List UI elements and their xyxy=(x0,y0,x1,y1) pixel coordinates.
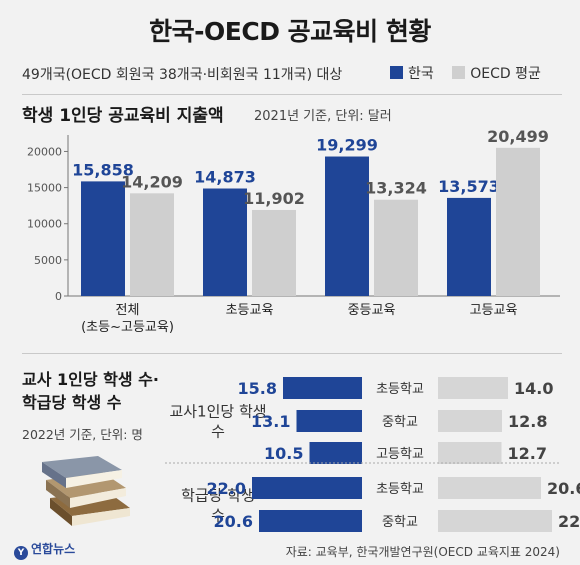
x-category-label: 전체 xyxy=(116,303,140,318)
bar-value-label-korea: 13,573 xyxy=(438,177,500,196)
bar-value-label-oecd: 20,499 xyxy=(487,127,549,146)
row-level-label: 초등학교 xyxy=(376,482,424,497)
row-bar-korea xyxy=(283,377,362,399)
x-category-label: 초등교육 xyxy=(226,303,274,318)
row-level-label: 고등학교 xyxy=(376,447,424,462)
row-bar-korea xyxy=(309,442,362,464)
chart-title: 한국-OECD 공교육비 현황 xyxy=(149,17,431,46)
row-value-oecd: 12.8 xyxy=(508,412,547,431)
group-label: 교사1인당 학생 xyxy=(169,403,266,421)
group-label: 수 xyxy=(211,507,225,525)
bar-oecd xyxy=(252,209,296,296)
logo-text: 연합뉴스 xyxy=(31,542,76,556)
bar-value-label-oecd: 13,324 xyxy=(365,179,427,198)
row-value-oecd: 12.7 xyxy=(508,444,547,463)
row-value-korea: 10.5 xyxy=(264,444,303,463)
books-illustration xyxy=(42,456,130,526)
row-value-korea: 20.6 xyxy=(214,512,253,531)
bar-oecd xyxy=(374,199,418,296)
group-label: 수 xyxy=(211,423,225,441)
bar-value-label-korea: 19,299 xyxy=(316,136,378,155)
y-tick-label: 10000 xyxy=(27,218,62,231)
y-tick-label: 20000 xyxy=(27,145,62,158)
bar-korea xyxy=(203,188,247,296)
scope-note: 49개국(OECD 회원국 38개국·비회원국 11개국) 대상 xyxy=(22,67,343,83)
book-top xyxy=(42,456,122,488)
bar-korea xyxy=(81,181,125,296)
row-value-korea: 15.8 xyxy=(238,379,277,398)
y-tick-label: 15000 xyxy=(27,182,62,195)
bar-korea xyxy=(325,156,369,296)
group-label: 학급당 학생 xyxy=(181,487,255,505)
divider-top xyxy=(22,94,562,95)
row-level-label: 중학교 xyxy=(382,415,418,430)
row-bar-oecd xyxy=(438,477,541,499)
source-note: 자료: 교육부, 한국개발연구원(OECD 교육지표 2024) xyxy=(285,545,560,559)
bar-value-label-oecd: 14,209 xyxy=(121,172,183,191)
section2-subtitle: 2022년 기준, 단위: 명 xyxy=(22,427,143,442)
section2-title: 교사 1인당 학생 수· 학급당 학생 수 xyxy=(22,368,159,414)
legend-swatch-korea xyxy=(390,66,403,79)
x-category-label: 중등교육 xyxy=(348,303,396,318)
row-value-oecd: 20.6 xyxy=(547,479,580,498)
row-value-korea: 22.0 xyxy=(207,479,246,498)
row-level-label: 중학교 xyxy=(382,515,418,530)
legend-item-korea: 한국 xyxy=(390,63,434,83)
bar-value-label-korea: 15,858 xyxy=(72,160,134,179)
row-value-korea: 13.1 xyxy=(251,412,290,431)
row-bar-oecd xyxy=(438,377,508,399)
legend-label-oecd: OECD 평균 xyxy=(470,66,541,82)
bar-oecd xyxy=(130,193,174,296)
row-bar-korea xyxy=(252,477,362,499)
row-value-oecd: 22.8 xyxy=(558,512,580,531)
logo-icon: Y xyxy=(14,546,28,560)
bar-oecd xyxy=(496,147,540,296)
legend-label-korea: 한국 xyxy=(408,66,434,82)
section2-title-line2: 학급당 학생 수 xyxy=(22,393,122,412)
publisher-logo: Y 연합뉴스 xyxy=(14,540,75,560)
legend: 한국 OECD 평균 xyxy=(390,63,555,83)
row-bar-oecd xyxy=(438,510,552,532)
section2-title-line1: 교사 1인당 학생 수· xyxy=(22,370,159,389)
legend-swatch-oecd xyxy=(452,66,466,79)
bar-value-label-korea: 14,873 xyxy=(194,168,256,187)
divider-middle xyxy=(22,353,562,354)
row-bar-oecd xyxy=(438,442,502,464)
row-level-label: 초등학교 xyxy=(376,382,424,397)
y-tick-label: 0 xyxy=(55,290,62,303)
x-category-label: (초등~고등교육) xyxy=(81,320,174,335)
y-tick-label: 5000 xyxy=(34,254,62,267)
row-bar-korea xyxy=(296,410,362,432)
x-category-label: 고등교육 xyxy=(470,303,518,318)
row-bar-oecd xyxy=(438,410,502,432)
row-bar-korea xyxy=(259,510,362,532)
bar-value-label-oecd: 11,902 xyxy=(243,189,305,208)
row-value-oecd: 14.0 xyxy=(514,379,553,398)
legend-item-oecd: OECD 평균 xyxy=(452,63,541,83)
section1-subtitle: 2021년 기준, 단위: 달러 xyxy=(254,109,392,124)
section1-title: 학생 1인당 공교육비 지출액 xyxy=(22,106,224,126)
bar-korea xyxy=(447,197,491,296)
